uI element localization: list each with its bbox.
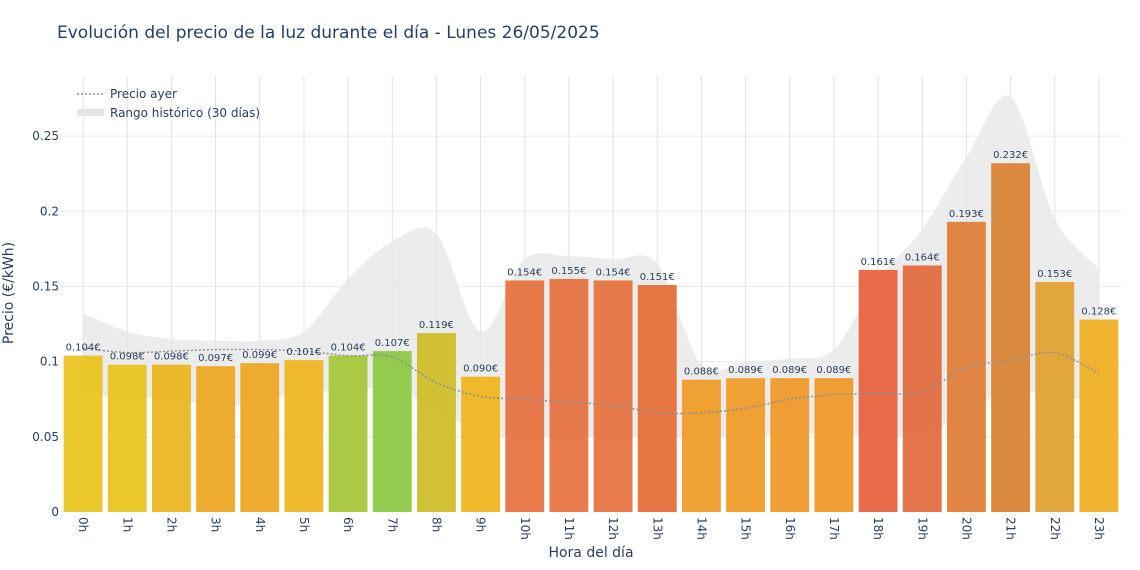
data-label-14h: 0.088€ xyxy=(684,367,719,378)
data-label-3h: 0.097€ xyxy=(198,353,233,364)
x-tick-label: 12h xyxy=(606,517,620,540)
data-label-1h: 0.098€ xyxy=(110,352,145,363)
bar-8h xyxy=(416,333,456,512)
bar-7h xyxy=(372,351,412,512)
y-tick-label: 0.05 xyxy=(32,430,59,444)
x-tick-label: 15h xyxy=(739,517,753,540)
bar-5h xyxy=(284,360,324,512)
bar-16h xyxy=(770,378,810,512)
data-label-10h: 0.154€ xyxy=(507,267,542,278)
bar-10h xyxy=(505,280,545,512)
x-tick-label: 16h xyxy=(783,517,797,540)
bar-23h xyxy=(1079,319,1119,512)
x-tick-label: 20h xyxy=(959,517,973,540)
yesterday-line-group xyxy=(83,347,1100,415)
bar-9h xyxy=(461,376,501,512)
data-label-17h: 0.089€ xyxy=(816,365,851,376)
data-label-23h: 0.128€ xyxy=(1081,307,1116,318)
bars-group xyxy=(63,163,1119,513)
x-tick-label: 4h xyxy=(253,517,267,532)
x-tick-label: 13h xyxy=(650,517,664,540)
data-label-21h: 0.232€ xyxy=(993,150,1028,161)
x-tick-label: 0h xyxy=(76,517,90,532)
data-label-0h: 0.104€ xyxy=(66,343,101,354)
x-tick-label: 5h xyxy=(297,517,311,532)
data-labels: 0.104€ 0.098€ 0.098€ 0.097€ 0.099€ 0.101€ 0.10… xyxy=(66,150,1117,377)
x-tick-label: 23h xyxy=(1092,517,1106,540)
data-label-13h: 0.151€ xyxy=(640,272,675,283)
x-tick-label: 7h xyxy=(385,517,399,532)
data-label-5h: 0.101€ xyxy=(286,347,321,358)
data-label-6h: 0.104€ xyxy=(331,343,366,354)
x-tick-label: 6h xyxy=(341,517,355,532)
historical-range-band xyxy=(83,95,1099,439)
x-tick-label: 21h xyxy=(1004,517,1018,540)
x-tick-label: 11h xyxy=(562,517,576,540)
legend-swatch-historical-range xyxy=(77,109,104,116)
bar-21h xyxy=(991,163,1031,512)
x-tick-label: 8h xyxy=(429,517,443,532)
bar-1h xyxy=(107,364,147,512)
bar-4h xyxy=(240,363,280,512)
data-label-9h: 0.090€ xyxy=(463,364,498,375)
bar-20h xyxy=(946,221,986,513)
historical-range-area xyxy=(83,95,1099,439)
data-label-16h: 0.089€ xyxy=(772,365,807,376)
bar-15h xyxy=(726,378,766,512)
x-tick-label: 17h xyxy=(827,517,841,540)
bar-12h xyxy=(593,280,633,512)
x-tick-label: 22h xyxy=(1048,517,1062,540)
data-label-4h: 0.099€ xyxy=(242,350,277,361)
bar-19h xyxy=(902,265,942,512)
x-axis-title: Hora del día xyxy=(548,545,633,561)
legend-label-historical-range: Rango histórico (30 días) xyxy=(110,106,260,120)
x-tick-labels: 0h 1h 2h 3h 4h 5h 6h 7h 8h 9h 10h 11h 12h 13h 14h 15h 16… xyxy=(76,517,1106,540)
bar-14h xyxy=(681,379,721,512)
x-tick-label: 2h xyxy=(164,517,178,532)
y-axis-title: Precio (€/kWh) xyxy=(1,242,17,344)
y-tick-label: 0 xyxy=(51,505,59,519)
legend-label-yesterday: Precio ayer xyxy=(110,87,177,101)
y-tick-label: 0.25 xyxy=(32,129,59,143)
bar-6h xyxy=(328,355,368,512)
bar-18h xyxy=(858,269,898,512)
bar-3h xyxy=(196,366,236,512)
bar-0h xyxy=(63,355,103,512)
y-tick-label: 0.2 xyxy=(40,204,59,218)
data-label-15h: 0.089€ xyxy=(728,365,763,376)
y-tick-label: 0.1 xyxy=(40,355,59,369)
bar-11h xyxy=(549,278,589,512)
x-tick-label: 1h xyxy=(120,517,134,532)
x-tick-label: 9h xyxy=(474,517,488,532)
y-tick-label: 0.15 xyxy=(32,279,59,293)
chart-title: Evolución del precio de la luz durante e… xyxy=(57,23,600,43)
y-tick-labels: 0 0.05 0.1 0.15 0.2 0.25 xyxy=(32,129,59,519)
legend[interactable]: Precio ayer Rango histórico (30 días) xyxy=(77,87,260,120)
data-label-19h: 0.164€ xyxy=(905,252,940,263)
data-label-2h: 0.098€ xyxy=(154,352,189,363)
data-label-12h: 0.154€ xyxy=(596,267,631,278)
x-tick-label: 3h xyxy=(209,517,223,532)
x-tick-label: 19h xyxy=(915,517,929,540)
data-label-22h: 0.153€ xyxy=(1037,269,1072,280)
x-tick-label: 14h xyxy=(694,517,708,540)
data-label-11h: 0.155€ xyxy=(551,266,586,277)
bar-2h xyxy=(151,364,191,512)
data-label-7h: 0.107€ xyxy=(375,338,410,349)
x-tick-label: 10h xyxy=(518,517,532,540)
bar-17h xyxy=(814,378,854,512)
x-tick-label: 18h xyxy=(871,517,885,540)
yesterday-price-line xyxy=(83,347,1100,415)
bar-22h xyxy=(1035,281,1075,512)
data-label-18h: 0.161€ xyxy=(861,257,896,268)
data-label-8h: 0.119€ xyxy=(419,320,454,331)
bar-13h xyxy=(637,284,677,512)
data-label-20h: 0.193€ xyxy=(949,209,984,220)
